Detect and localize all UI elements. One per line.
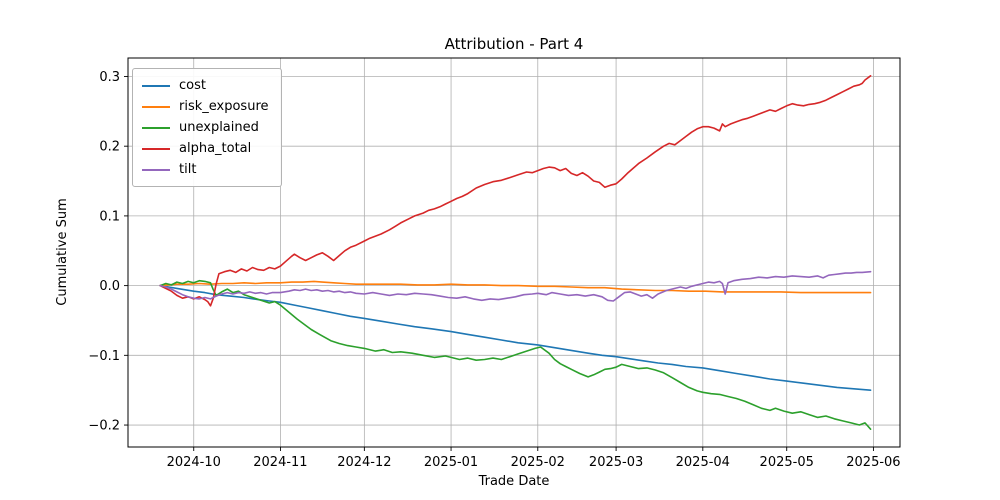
legend: cost risk_exposure unexplained alpha_tot… bbox=[132, 68, 282, 187]
x-axis-label: Trade Date bbox=[478, 474, 550, 489]
y-tick-label: 0.2 bbox=[99, 140, 120, 155]
legend-label: alpha_total bbox=[179, 141, 252, 156]
x-tick-label: 2024-10 bbox=[167, 455, 221, 470]
legend-item-cost: cost bbox=[142, 75, 269, 96]
axes-frame bbox=[127, 57, 901, 448]
legend-item-risk-exposure: risk_exposure bbox=[142, 96, 269, 117]
y-tick-label: −0.2 bbox=[88, 419, 120, 434]
y-tick-label: 0.1 bbox=[99, 209, 120, 224]
x-tick-label: 2025-01 bbox=[424, 455, 478, 470]
plot-frame bbox=[127, 57, 901, 448]
chart-title: Attribution - Part 4 bbox=[445, 35, 584, 53]
x-tick-label: 2025-03 bbox=[589, 455, 643, 470]
x-tick-label: 2024-11 bbox=[253, 455, 307, 470]
tick-layer: 2024-10 2024-11 2024-12 2025-01 2025-02 2025-… bbox=[88, 70, 900, 470]
legend-line-sample-alpha-total bbox=[142, 147, 170, 150]
x-tick-label: 2024-12 bbox=[337, 455, 391, 470]
legend-label: unexplained bbox=[179, 120, 259, 135]
x-tick-label: 2025-06 bbox=[846, 455, 900, 470]
y-tick-label: 0.3 bbox=[99, 70, 120, 85]
legend-line-sample-risk-exposure bbox=[142, 105, 170, 108]
y-axis-label: Cumulative Sum bbox=[55, 198, 70, 306]
series-line-risk_exposure bbox=[159, 280, 872, 294]
y-tick-label: 0.0 bbox=[99, 279, 120, 294]
legend-line-sample-tilt bbox=[142, 168, 170, 171]
legend-item-alpha-total: alpha_total bbox=[142, 138, 269, 159]
legend-line-sample-unexplained bbox=[142, 126, 170, 129]
series-layer bbox=[159, 75, 872, 431]
legend-label: risk_exposure bbox=[179, 99, 269, 114]
series-line-unexplained bbox=[159, 279, 872, 431]
series-line-tilt bbox=[159, 270, 872, 302]
legend-label: cost bbox=[179, 78, 206, 93]
series-line-alpha_total bbox=[159, 75, 872, 307]
x-tick-label: 2025-04 bbox=[676, 455, 730, 470]
legend-item-unexplained: unexplained bbox=[142, 117, 269, 138]
legend-line-sample-cost bbox=[142, 84, 170, 87]
x-tick-label: 2025-02 bbox=[511, 455, 565, 470]
y-tick-label: −0.1 bbox=[88, 349, 120, 364]
series-line-cost bbox=[159, 284, 872, 392]
legend-label: tilt bbox=[179, 162, 197, 177]
x-tick-label: 2025-05 bbox=[760, 455, 814, 470]
legend-item-tilt: tilt bbox=[142, 159, 269, 180]
